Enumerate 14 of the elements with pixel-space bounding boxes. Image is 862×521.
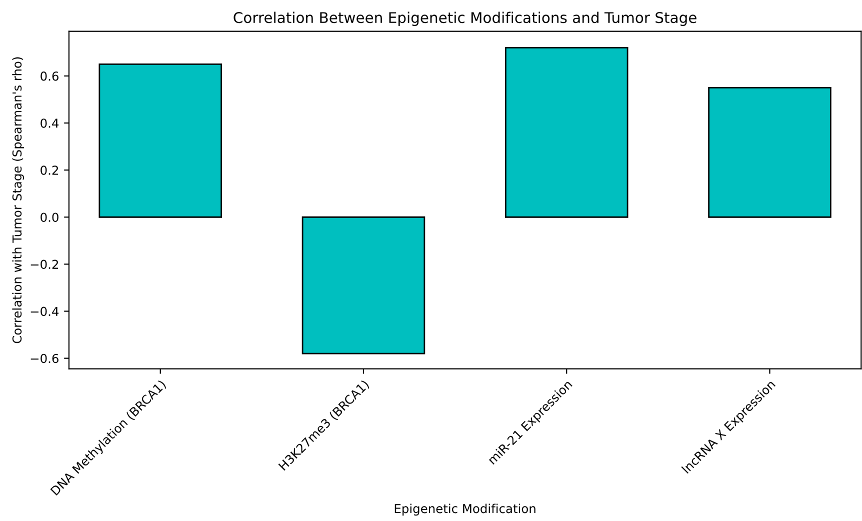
y-tick-label: 0.2 bbox=[40, 166, 58, 175]
bar bbox=[708, 87, 832, 218]
bar bbox=[98, 63, 222, 218]
bar bbox=[302, 216, 426, 354]
y-tick-label: −0.6 bbox=[30, 354, 58, 364]
bar bbox=[504, 47, 628, 218]
x-axis-title: Epigenetic Modification bbox=[394, 504, 536, 516]
y-tick-label: −0.2 bbox=[30, 260, 58, 269]
y-tick-label: −0.4 bbox=[30, 306, 59, 316]
y-axis-title: Correlation with Tumor Stage (Spearman's rho) bbox=[12, 57, 24, 344]
y-tick-label: 0.4 bbox=[40, 118, 59, 128]
y-tick-label: 0.0 bbox=[40, 212, 58, 222]
y-tick-label: 0.6 bbox=[40, 72, 58, 81]
chart-title: Correlation Between Epigenetic Modifications and Tumor Stage bbox=[234, 12, 696, 26]
